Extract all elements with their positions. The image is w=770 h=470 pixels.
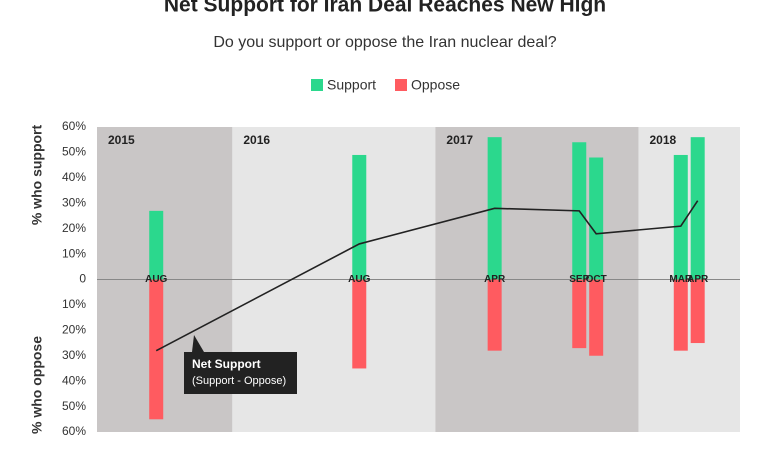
x-tick-label: APR [484,274,506,285]
bar [589,279,604,356]
annotation-box [184,352,297,394]
legend-label: Support [327,77,376,93]
net-line [155,200,699,352]
y-tick-label: 30% [62,195,86,209]
bar [487,279,502,351]
x-tick-label: OCT [586,274,607,285]
period-label: 2018 [649,133,676,147]
y-tick-label: 20% [62,323,86,337]
x-tick-label: AUG [348,274,370,285]
bar [572,279,587,349]
y-tick-label: 40% [62,373,86,387]
y-tick-label: 10% [62,297,86,311]
period-label: 2016 [243,133,270,147]
bar [673,154,688,280]
x-tick-label: APR [687,274,709,285]
period-label: 2015 [108,133,135,147]
bar [690,279,705,344]
y-tick-label: 40% [62,170,86,184]
bar [352,279,367,369]
chart-subtitle: Do you support or oppose the Iran nuclea… [213,34,556,51]
y-axis-label: % who oppose [29,336,45,434]
legend-swatch [311,79,323,91]
y-tick-label: 30% [62,348,86,362]
x-tick-label: MAR [669,274,693,285]
legend-swatch [395,79,407,91]
y-tick-label: 50% [62,399,86,413]
bar [589,157,604,280]
chart-title: Net Support for Iran Deal Reaches New Hi… [164,0,606,17]
y-tick-label: 0 [79,272,86,286]
x-tick-label: AUG [145,274,167,285]
legend-label: Oppose [411,77,460,93]
y-axis-label: % who support [29,125,45,226]
y-tick-label: 10% [62,246,86,260]
bar [149,210,164,280]
y-tick-label: 50% [62,145,86,159]
bar [352,154,367,280]
annotation-text: (Support - Oppose) [192,375,286,387]
y-tick-label: 20% [62,221,86,235]
bar [690,137,705,280]
x-tick-label: SEP [569,274,589,285]
period-label: 2017 [446,133,473,147]
annotation-pointer [192,335,204,352]
annotation-title: Net Support [192,357,261,371]
bar [149,279,164,420]
bar [673,279,688,351]
y-tick-label: 60% [62,119,86,133]
y-tick-label: 60% [62,424,86,438]
